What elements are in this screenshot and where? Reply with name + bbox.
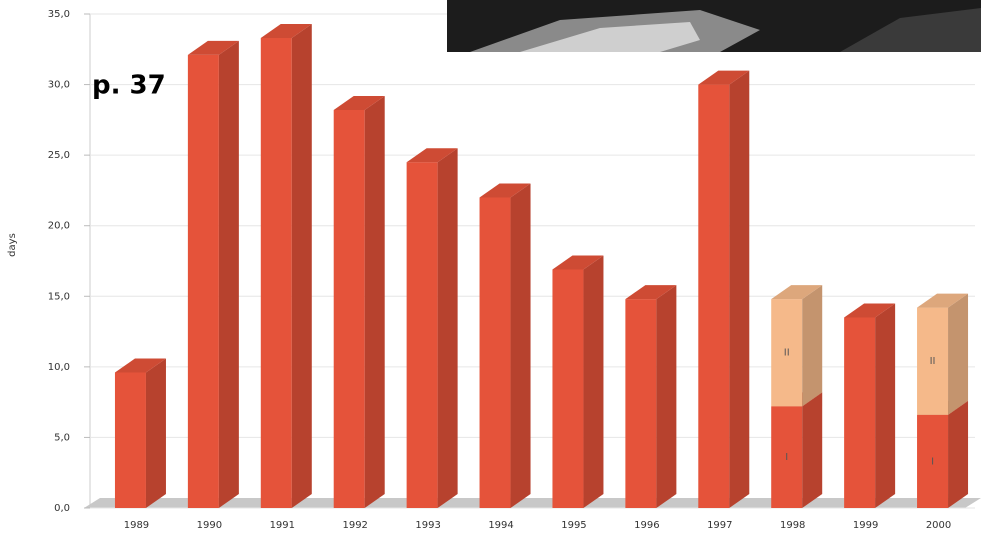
x-tick-label: 1993 xyxy=(415,520,440,531)
bar-top xyxy=(844,303,896,318)
photo-shape xyxy=(520,22,700,52)
bar xyxy=(844,317,876,508)
bar-top xyxy=(114,358,166,373)
segment-label: I xyxy=(785,452,788,463)
bar-side xyxy=(291,23,312,508)
bar-side xyxy=(948,293,969,415)
bar xyxy=(698,84,730,509)
bar xyxy=(333,109,365,508)
bar-top xyxy=(917,293,969,308)
y-axis-label: days xyxy=(7,233,18,257)
bar xyxy=(479,197,511,508)
bar-top xyxy=(552,255,604,270)
y-tick-label: 0,0 xyxy=(54,503,70,514)
bar-top xyxy=(771,285,823,300)
bar-side xyxy=(948,400,969,508)
bar-side xyxy=(729,70,750,509)
x-tick-label: 1999 xyxy=(853,520,878,531)
bar-side xyxy=(510,183,531,508)
x-tick-label: 1989 xyxy=(124,520,149,531)
bar xyxy=(917,307,949,415)
bar-top xyxy=(698,70,750,85)
bar-top xyxy=(187,40,239,55)
bar xyxy=(917,414,949,508)
bar xyxy=(625,299,657,508)
bar-side xyxy=(656,285,677,508)
segment-label: I xyxy=(931,456,934,467)
bar xyxy=(187,54,219,508)
bar-side xyxy=(437,148,458,508)
x-tick-label: 1995 xyxy=(561,520,586,531)
bar xyxy=(552,269,584,508)
y-tick-label: 10,0 xyxy=(48,362,70,373)
y-tick-label: 20,0 xyxy=(48,221,70,232)
x-tick-label: 1996 xyxy=(634,520,659,531)
bar-side xyxy=(875,303,896,508)
plot-area: 0,0 5,0 10,0 15,0 20,0 25,0 30,0 35,0 1989 1990 19… xyxy=(48,9,981,531)
bar xyxy=(114,372,146,508)
segment-label: II xyxy=(930,356,936,367)
x-tick-label: 1997 xyxy=(707,520,732,531)
y-tick-label: 5,0 xyxy=(54,432,70,443)
bar-side xyxy=(583,255,604,508)
y-tick-label: 30,0 xyxy=(48,80,70,91)
bar-side xyxy=(802,285,823,407)
bar xyxy=(406,162,438,508)
photo-shape xyxy=(840,8,981,52)
bar xyxy=(771,406,803,508)
annotation: p. 37 xyxy=(92,71,166,101)
bar-top xyxy=(406,148,458,163)
bar-side xyxy=(802,392,823,508)
bar-top xyxy=(479,183,531,198)
x-tick-label: 1992 xyxy=(342,520,367,531)
bar-side xyxy=(145,358,166,508)
bar-top xyxy=(625,285,677,300)
x-tick-label: 1998 xyxy=(780,520,805,531)
x-tick-label: 1990 xyxy=(197,520,222,531)
y-tick-label: 25,0 xyxy=(48,150,70,161)
segment-label: II xyxy=(784,348,790,359)
bar-side xyxy=(218,40,239,508)
x-tick-label: 1994 xyxy=(488,520,513,531)
bar xyxy=(771,299,803,407)
y-tick-label: 15,0 xyxy=(48,291,70,302)
bar-top xyxy=(333,95,385,110)
bar-top xyxy=(260,23,312,38)
photo xyxy=(447,0,981,52)
y-tick-label: 35,0 xyxy=(48,9,70,20)
floor xyxy=(84,498,981,508)
bar xyxy=(260,37,292,508)
x-tick-label: 2000 xyxy=(926,520,951,531)
bar-side xyxy=(364,95,385,508)
x-tick-label: 1991 xyxy=(270,520,295,531)
